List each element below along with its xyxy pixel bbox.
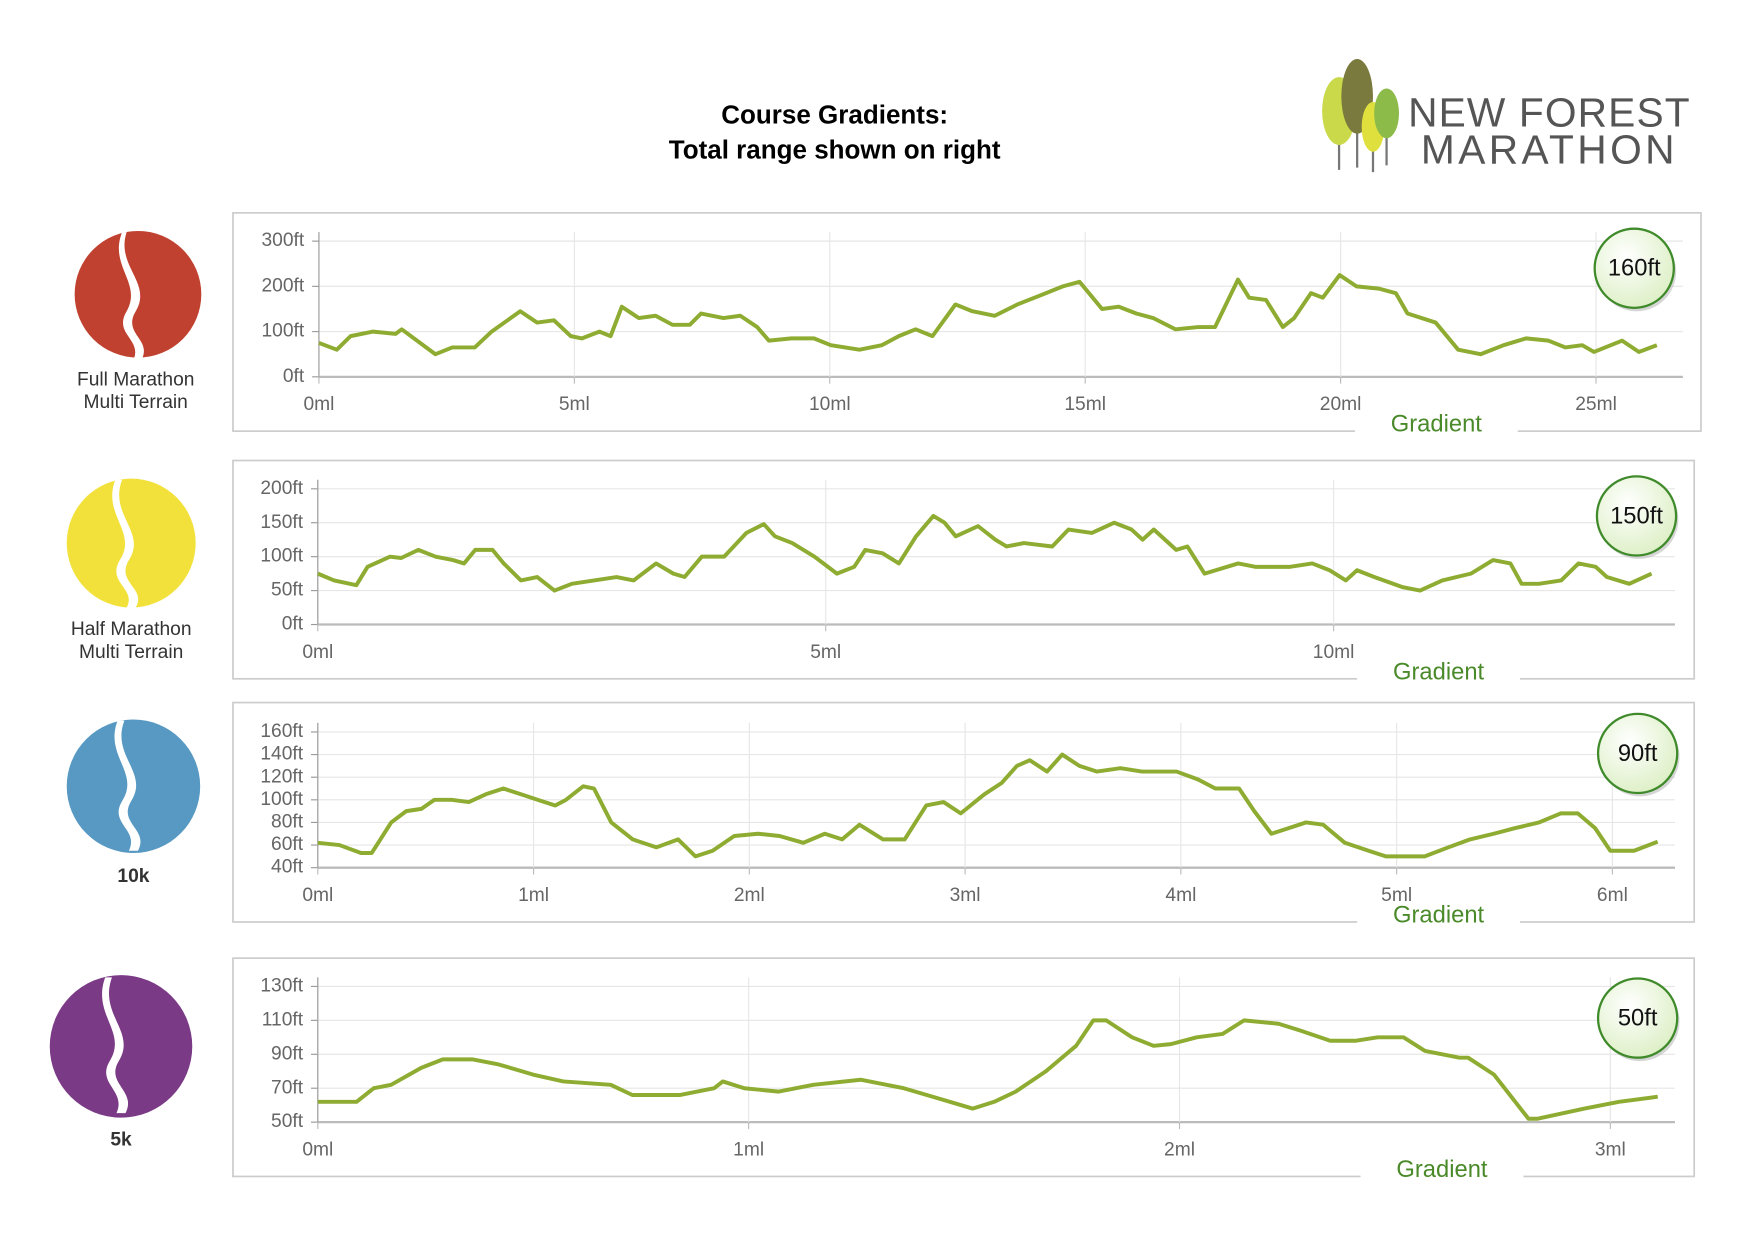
- range-badge: [1596, 712, 1679, 795]
- range-badge: [1595, 475, 1678, 557]
- y-tick-label: 130ft: [260, 976, 303, 997]
- caption-gap: [1360, 1173, 1524, 1180]
- x-tick-label: 5ml: [559, 394, 590, 415]
- y-tick-label: 160ft: [260, 721, 303, 742]
- range-label: 150ft: [1610, 502, 1663, 529]
- x-tick-label: 5ml: [1381, 885, 1412, 906]
- course-label: Multi Terrain: [84, 392, 188, 413]
- y-tick-label: 120ft: [260, 766, 303, 787]
- range-label: 50ft: [1618, 1005, 1658, 1032]
- x-tick-label: 10ml: [809, 394, 851, 415]
- x-tick-label: 0ml: [302, 642, 333, 663]
- icons: [49, 230, 202, 1118]
- y-tick-label: 80ft: [271, 812, 304, 833]
- elevation-line: [317, 1018, 1659, 1121]
- y-tick-label: 0ft: [283, 366, 305, 387]
- x-tick-label: 2ml: [1164, 1140, 1195, 1161]
- y-tick-label: 100ft: [261, 321, 304, 342]
- caption-gap: [1357, 918, 1521, 926]
- y-tick-label: 110ft: [262, 1009, 304, 1030]
- y-tick-label: 60ft: [271, 834, 304, 855]
- chart-frame: [232, 459, 1696, 680]
- x-tick-label: 0ml: [302, 885, 333, 906]
- x-tick-label: 2ml: [734, 885, 765, 906]
- y-tick-label: 40ft: [271, 857, 304, 878]
- caption-gap: [1354, 427, 1518, 435]
- range-label: 160ft: [1608, 255, 1661, 282]
- x-tick-label: 5ml: [810, 642, 841, 663]
- x-tick-label: 4ml: [1165, 885, 1196, 906]
- y-tick-label: 50ft: [271, 580, 304, 601]
- x-tick-label: 20ml: [1320, 394, 1362, 415]
- course-label: Multi Terrain: [79, 642, 183, 663]
- y-tick-label: 140ft: [260, 744, 303, 765]
- y-tick-label: 90ft: [271, 1043, 304, 1064]
- logo-line-1: NEW FOREST: [1408, 89, 1691, 135]
- x-tick-label: 1ml: [733, 1140, 764, 1161]
- y-tick-label: 50ft: [271, 1111, 304, 1132]
- x-tick-label: 3ml: [950, 885, 981, 906]
- y-tick-label: 0ft: [282, 614, 304, 635]
- x-tick-label: 1ml: [518, 885, 549, 906]
- x-tick-label: 3ml: [1595, 1140, 1626, 1161]
- elevation-line: [318, 273, 1658, 357]
- page-subtitle: Total range shown on right: [669, 135, 1001, 165]
- axis-caption: Gradient: [1391, 411, 1482, 438]
- y-tick-label: 70ft: [271, 1077, 304, 1098]
- range-badge: [1596, 977, 1679, 1059]
- x-tick-label: 10ml: [1313, 642, 1355, 663]
- y-tick-label: 200ft: [260, 478, 303, 499]
- range-label: 90ft: [1618, 740, 1658, 767]
- elevation-line: [317, 513, 1653, 593]
- elevation-line: [317, 752, 1659, 859]
- page-title: Course Gradients:: [721, 100, 948, 130]
- course-label: 5k: [110, 1129, 132, 1150]
- y-tick-label: 150ft: [260, 512, 303, 533]
- x-tick-label: 15ml: [1064, 394, 1106, 415]
- axis-caption: Gradient: [1396, 1156, 1487, 1183]
- logo-line-2: MARATHON: [1421, 127, 1678, 173]
- x-tick-label: 0ml: [302, 1140, 333, 1161]
- x-tick-label: 0ml: [303, 394, 334, 415]
- axis-caption: Gradient: [1393, 902, 1484, 929]
- y-tick-label: 100ft: [260, 546, 303, 567]
- course-label: Full Marathon: [77, 369, 195, 390]
- x-tick-label: 25ml: [1575, 394, 1617, 415]
- course-label: 10k: [117, 866, 149, 887]
- x-tick-label: 6ml: [1597, 885, 1628, 906]
- chart-frame: [232, 957, 1696, 1178]
- y-tick-label: 300ft: [261, 230, 304, 251]
- y-tick-label: 100ft: [260, 789, 303, 810]
- caption-gap: [1357, 675, 1521, 683]
- chart-frame: [232, 212, 1702, 432]
- axis-caption: Gradient: [1393, 658, 1484, 685]
- range-badge: [1593, 227, 1675, 309]
- y-tick-label: 200ft: [261, 275, 304, 296]
- course-label: Half Marathon: [71, 619, 192, 640]
- logo-trees: [1322, 59, 1400, 173]
